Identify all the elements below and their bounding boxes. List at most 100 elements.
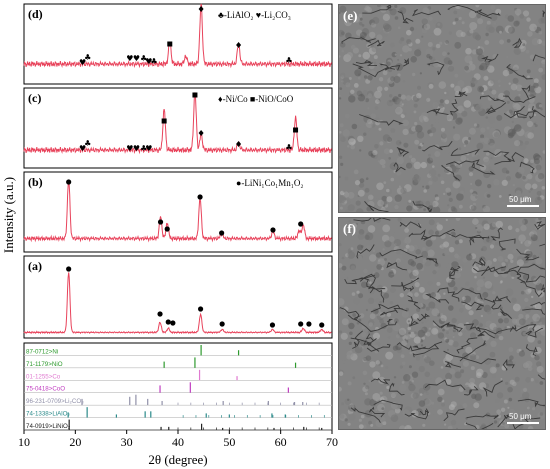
sem-grain	[340, 162, 344, 166]
sem-grain	[368, 322, 373, 327]
sem-grain	[483, 171, 491, 179]
sem-grain	[432, 328, 439, 334]
sem-grain	[413, 331, 417, 335]
sem-grain	[508, 82, 511, 85]
sem-grain	[425, 391, 430, 395]
sem-grain	[408, 331, 411, 335]
sem-grain	[482, 205, 491, 212]
sem-grain	[472, 319, 479, 326]
sem-grain	[383, 292, 390, 299]
sem-grain	[418, 387, 425, 394]
sem-grain	[379, 391, 383, 395]
sem-grain	[444, 423, 447, 426]
sem-grain	[500, 378, 503, 380]
sem-grain	[399, 293, 404, 298]
sem-crack	[454, 91, 468, 97]
sem-grain	[447, 65, 455, 72]
panel-frame-c	[23, 87, 333, 169]
sem-crack	[422, 140, 453, 152]
sem-grain	[420, 200, 425, 206]
sem-grain	[533, 113, 537, 117]
sem-grain	[385, 351, 394, 360]
sem-crack	[518, 271, 545, 283]
sem-grain	[474, 275, 477, 279]
sem-grain	[490, 157, 493, 160]
sem-grain	[518, 218, 525, 225]
sem-grain	[530, 378, 534, 382]
sem-grain	[390, 177, 395, 182]
sem-grain	[409, 155, 413, 159]
sem-grain	[502, 421, 505, 425]
sem-grain	[438, 81, 447, 89]
sem-grain	[454, 240, 460, 245]
sem-grain	[368, 379, 371, 382]
sem-grain	[375, 419, 384, 428]
sem-grain	[436, 281, 441, 286]
sem-grain	[412, 313, 419, 320]
sem-grain	[382, 13, 390, 21]
sem-grain	[457, 80, 465, 88]
reference-label-6: 74-0919>LiNiO₂	[26, 423, 71, 430]
reference-label-2: 01-1255>Co	[26, 373, 61, 380]
sem-grain	[489, 244, 495, 249]
sem-grain	[356, 290, 360, 294]
sem-grain	[483, 223, 490, 230]
sem-grain	[537, 173, 545, 180]
sem-grain	[490, 79, 495, 84]
sem-crack	[393, 162, 406, 173]
sem-grain	[524, 297, 529, 303]
sem-grain	[371, 46, 378, 53]
sem-grain	[531, 183, 538, 190]
sem-crack	[542, 10, 545, 17]
sem-grain	[375, 298, 381, 304]
sem-grain	[527, 426, 534, 429]
peak-marker-a-37	[298, 321, 304, 327]
sem-grain	[498, 318, 504, 324]
sem-grain	[432, 165, 435, 168]
sem-grain	[528, 96, 535, 104]
sem-crack	[408, 229, 431, 240]
sem-grain	[406, 39, 412, 45]
sem-grain	[402, 45, 410, 53]
peak-marker-a-36	[269, 322, 276, 328]
sem-crack	[452, 288, 483, 300]
sem-grain	[428, 301, 436, 309]
sem-grain	[512, 102, 520, 110]
sem-grain	[519, 13, 525, 19]
peak-marker-d-10: ♣	[150, 57, 157, 66]
sem-grain	[454, 271, 461, 279]
sem-grain	[440, 180, 445, 185]
peak-marker-a-35	[219, 321, 225, 327]
sem-grain	[452, 341, 459, 348]
sem-grain	[497, 312, 502, 317]
sem-crack	[471, 162, 496, 175]
sem-grain	[414, 139, 420, 145]
sem-grain	[421, 142, 424, 145]
sem-grain	[439, 41, 443, 45]
sem-grain	[526, 406, 530, 410]
sem-crack	[479, 95, 505, 103]
sem-grain	[537, 340, 542, 344]
sem-grain	[348, 322, 355, 330]
sem-grain	[454, 253, 459, 259]
x-tick-label-30: 30	[121, 435, 133, 449]
sem-grain	[399, 224, 404, 228]
sem-grain	[353, 83, 359, 88]
sem-grain	[398, 40, 403, 44]
sem-grain	[348, 77, 352, 80]
sem-crack	[363, 340, 380, 352]
peak-marker-b-29	[298, 221, 304, 227]
sem-grain	[498, 195, 502, 198]
sem-crack	[373, 399, 403, 411]
sem-grain	[454, 41, 462, 49]
sem-grain	[493, 179, 500, 186]
sem-grain	[449, 368, 456, 375]
sem-grain	[443, 249, 450, 256]
sem-grain	[521, 330, 527, 337]
sem-grain	[386, 61, 391, 67]
sem-grain	[455, 218, 461, 221]
sem-grain	[527, 75, 530, 79]
sem-grain	[498, 92, 506, 100]
sem-grain	[418, 286, 425, 293]
sem-grain	[441, 132, 448, 138]
